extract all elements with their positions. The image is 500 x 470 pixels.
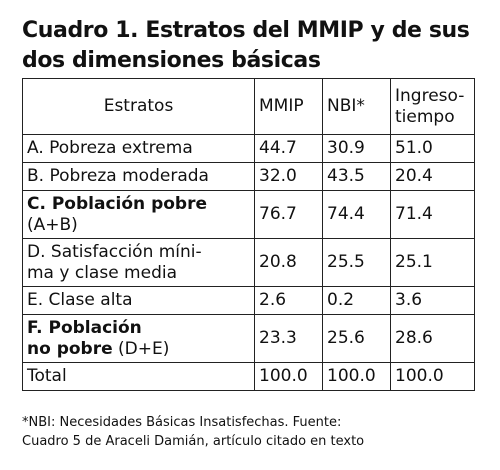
row-label-line2: ma y clase media <box>27 262 178 283</box>
footnote: *NBI: Necesidades Básicas Insatisfechas.… <box>22 413 492 451</box>
cell-ingreso: 3.6 <box>390 286 475 315</box>
cell-ingreso: 71.4 <box>390 190 475 239</box>
row-label-bold-line2: no pobre <box>27 338 113 359</box>
footnote-line2: Cuadro 5 de Araceli Damián, artículo cit… <box>22 434 365 449</box>
cell-nbi: 100.0 <box>322 362 391 391</box>
table-row: E. Clase alta 2.6 0.2 3.6 <box>22 286 475 315</box>
cell-nbi: 0.2 <box>322 286 391 315</box>
row-label-line1: D. Satisfacción míni- <box>27 241 202 262</box>
cell-nbi: 25.5 <box>322 238 391 287</box>
cell-mmip: 20.8 <box>254 238 323 287</box>
cell-nbi: 30.9 <box>322 134 391 163</box>
row-label: C. Población pobre (A+B) <box>22 190 255 239</box>
header-ingreso-line1: Ingreso- <box>395 85 465 106</box>
header-nbi: NBI* <box>322 78 391 135</box>
cell-mmip: 76.7 <box>254 190 323 239</box>
row-label-suffix: (D+E) <box>112 338 170 359</box>
table-row: C. Población pobre (A+B) 76.7 74.4 71.4 <box>22 190 475 239</box>
cell-ingreso: 25.1 <box>390 238 475 287</box>
row-label-sub: (A+B) <box>27 214 78 235</box>
cell-nbi: 74.4 <box>322 190 391 239</box>
row-label: Total <box>22 362 255 391</box>
cell-ingreso: 100.0 <box>390 362 475 391</box>
header-estratos: Estratos <box>22 78 255 135</box>
table-title: Cuadro 1. Estratos del MMIP y de sus dos… <box>22 18 470 73</box>
table-row: F. Población no pobre (D+E) 23.3 25.6 28… <box>22 314 475 363</box>
cell-mmip: 2.6 <box>254 286 323 315</box>
cell-ingreso: 28.6 <box>390 314 475 363</box>
row-label: B. Pobreza moderada <box>22 162 255 191</box>
header-ingreso-line2: tiempo <box>395 106 455 127</box>
row-label-bold-line1: F. Población <box>27 317 142 338</box>
cell-mmip: 44.7 <box>254 134 323 163</box>
row-label: A. Pobreza extrema <box>22 134 255 163</box>
cell-ingreso: 51.0 <box>390 134 475 163</box>
cell-mmip: 23.3 <box>254 314 323 363</box>
row-label: F. Población no pobre (D+E) <box>22 314 255 363</box>
footnote-line1: *NBI: Necesidades Básicas Insatisfechas.… <box>22 415 342 430</box>
table-row: B. Pobreza moderada 32.0 43.5 20.4 <box>22 162 475 191</box>
header-ingreso-tiempo: Ingreso- tiempo <box>390 78 475 135</box>
cell-ingreso: 20.4 <box>390 162 475 191</box>
table-row: Total 100.0 100.0 100.0 <box>22 362 475 391</box>
table-row: A. Pobreza extrema 44.7 30.9 51.0 <box>22 134 475 163</box>
header-mmip: MMIP <box>254 78 323 135</box>
row-label: D. Satisfacción míni- ma y clase media <box>22 238 255 287</box>
cell-mmip: 32.0 <box>254 162 323 191</box>
table-row: D. Satisfacción míni- ma y clase media 2… <box>22 238 475 287</box>
cell-nbi: 25.6 <box>322 314 391 363</box>
header-row: Estratos MMIP NBI* Ingreso- tiempo <box>22 78 475 135</box>
cell-nbi: 43.5 <box>322 162 391 191</box>
row-label-bold: C. Población pobre <box>27 193 207 214</box>
cell-mmip: 100.0 <box>254 362 323 391</box>
strata-table: Estratos MMIP NBI* Ingreso- tiempo A. Po… <box>22 78 475 391</box>
row-label: E. Clase alta <box>22 286 255 315</box>
